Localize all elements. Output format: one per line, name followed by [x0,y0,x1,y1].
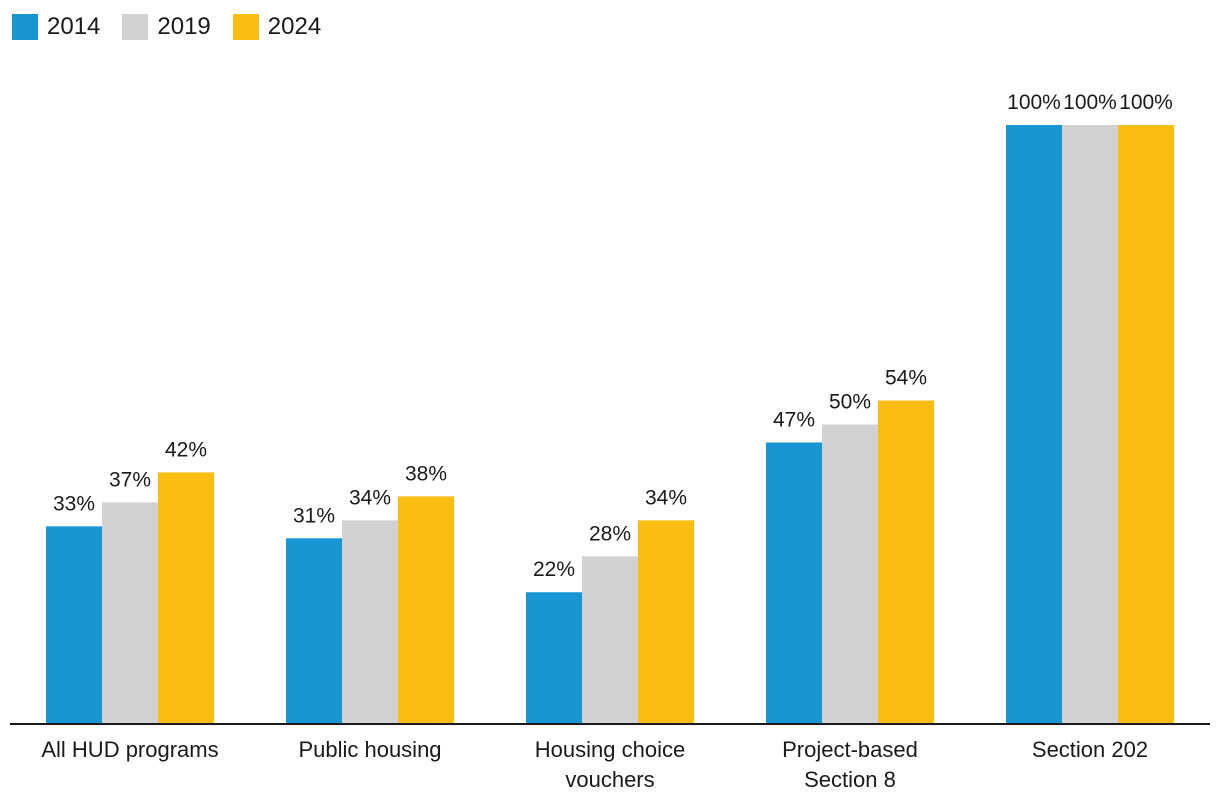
x-tick-label-all-hud-programs: All HUD programs [41,737,218,762]
data-label-project-based-section-8-2019: 50% [829,391,871,414]
data-label-project-based-section-8-2024: 54% [885,367,927,390]
legend-item-2014: 2014 [12,13,100,41]
bar-all-hud-programs-2014 [46,526,102,724]
bar-public-housing-2024 [398,496,454,724]
bar-housing-choice-vouchers-2014 [526,592,582,724]
data-label-housing-choice-vouchers-2024: 34% [645,486,687,509]
bar-public-housing-2014 [286,538,342,724]
data-label-public-housing-2019: 34% [349,486,391,509]
legend-swatch-2014 [12,14,38,40]
data-label-all-hud-programs-2019: 37% [109,468,151,491]
bar-housing-choice-vouchers-2024 [638,520,694,724]
data-label-all-hud-programs-2014: 33% [53,492,95,515]
bar-all-hud-programs-2019 [102,502,158,724]
x-tick-label-public-housing: Public housing [298,737,441,762]
data-label-section-202-2019: 100% [1063,91,1117,114]
legend-item-2019: 2019 [122,13,211,41]
x-tick-label-housing-choice-vouchers-line-2: vouchers [565,767,654,792]
bar-project-based-section-8-2024 [878,400,934,724]
legend-item-2024: 2024 [232,13,322,41]
bar-public-housing-2019 [342,520,398,724]
chart-legend: 2014 2019 2024 [12,13,321,41]
legend-label-2019: 2019 [157,13,211,40]
legend-swatch-2024 [232,14,259,40]
data-label-all-hud-programs-2024: 42% [165,438,207,461]
x-tick-label-project-based-section-8-line-1: Project-based [782,737,918,762]
data-label-public-housing-2024: 38% [405,462,447,485]
legend-swatch-2019 [122,14,149,40]
data-label-housing-choice-vouchers-2019: 28% [589,522,631,545]
x-tick-label-housing-choice-vouchers-line-1: Housing choice [535,737,685,762]
x-tick-label-project-based-section-8-line-2: Section 8 [804,767,896,792]
x-tick-label-section-202: Section 202 [1032,737,1148,762]
data-label-project-based-section-8-2014: 47% [773,408,815,431]
legend-label-2014: 2014 [47,13,101,40]
bar-section-202-2014 [1006,125,1062,724]
data-label-section-202-2014: 100% [1007,91,1061,114]
bar-housing-choice-vouchers-2019 [582,556,638,724]
bar-section-202-2019 [1062,125,1118,724]
bar-section-202-2024 [1118,125,1174,724]
data-label-housing-choice-vouchers-2014: 22% [533,558,575,581]
legend-label-2024: 2024 [267,13,322,40]
bar-project-based-section-8-2019 [822,424,878,724]
data-label-public-housing-2014: 31% [293,504,335,527]
data-label-section-202-2024: 100% [1119,91,1173,114]
bar-all-hud-programs-2024 [158,472,214,724]
bar-project-based-section-8-2014 [766,442,822,724]
